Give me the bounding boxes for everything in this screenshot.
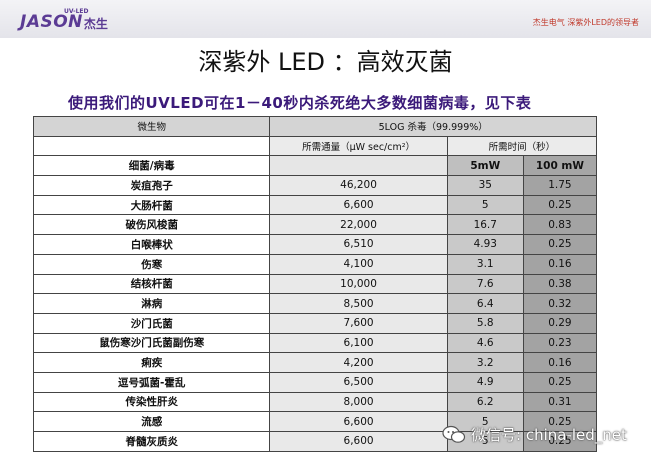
watermark-text: 微信号: china-led_net	[471, 426, 627, 444]
table-row: 鼠伤寒沙门氏菌副伤寒 6,100 4.6 0.23	[32, 332, 598, 354]
page-subtitle: 使用我们的UVLED可在1－40秒内杀死绝大多数细菌病毒，见下表	[68, 94, 532, 112]
time-5mw: 35	[446, 175, 524, 196]
time-5mw: 16.7	[446, 214, 524, 236]
header-kill: 5LOG 杀毒（99.999%）	[269, 116, 597, 137]
time-5mw: 3.1	[446, 253, 524, 275]
table-row: 传染性肝炎 8,000 6.2 0.31	[32, 391, 598, 413]
wechat-icon	[442, 425, 466, 445]
table-subheader-row: 所需通量（μW sec/cm²） 所需时间（秒）	[32, 135, 598, 157]
time-100mw: 0.38	[522, 273, 598, 295]
time-100mw: 0.16	[522, 352, 598, 373]
time-100mw: 0.25	[522, 431, 598, 452]
microbe-name: 大肠杆菌	[32, 194, 271, 216]
label-5mw: 5mW	[446, 155, 524, 177]
microbe-name: 传染性肝炎	[32, 391, 271, 413]
time-5mw: 4.93	[446, 234, 524, 255]
table-row: 逗号弧菌-霍乱 6,500 4.9 0.25	[32, 371, 598, 393]
header-dose: 所需通量（μW sec/cm²）	[269, 135, 448, 157]
table-row: 痢疾 4,200 3.2 0.16	[32, 352, 598, 373]
microbe-name: 逗号弧菌-霍乱	[32, 371, 271, 393]
table-row: 伤寒 4,100 3.1 0.16	[32, 253, 598, 275]
microbe-name: 破伤风梭菌	[32, 214, 271, 236]
time-5mw: 6.4	[446, 293, 524, 314]
label-bacteria-virus: 细菌/病毒	[32, 155, 271, 177]
table-row: 淋病 8,500 6.4 0.32	[32, 293, 598, 314]
time-100mw: 0.31	[522, 391, 598, 413]
time-5mw: 6.2	[446, 391, 524, 413]
header-band	[0, 0, 651, 38]
wechat-watermark: 微信号: china-led_net	[442, 424, 627, 445]
time-100mw: 0.25	[522, 194, 598, 216]
dose-value: 6,510	[269, 234, 448, 255]
dose-value: 4,100	[269, 253, 448, 275]
logo-suffix: 杰生	[83, 17, 108, 31]
dose-value: 22,000	[269, 214, 448, 236]
dose-value: 6,600	[269, 411, 448, 432]
tagline: 杰生电气 深紫外LED的领导者	[532, 18, 639, 27]
header-time: 所需时间（秒）	[446, 135, 598, 157]
table-row: 炭疽孢子 46,200 35 1.75	[32, 175, 598, 196]
time-100mw: 0.25	[522, 411, 598, 432]
dose-value: 7,600	[269, 312, 448, 334]
header-blank	[32, 135, 271, 157]
microbe-name: 沙门氏菌	[32, 312, 271, 334]
time-100mw: 0.83	[522, 214, 598, 236]
table-row: 脊髓灰质炎 6,600 5 0.25	[32, 431, 598, 452]
table-row: 结核杆菌 10,000 7.6 0.38	[32, 273, 598, 295]
table-row: 白喉棒状 6,510 4.93 0.25	[32, 234, 598, 255]
table-label-row: 细菌/病毒 5mW 100 mW	[32, 155, 598, 177]
microbe-name: 淋病	[32, 293, 271, 314]
time-100mw: 0.25	[522, 234, 598, 255]
label-blank	[269, 155, 448, 177]
dose-value: 6,600	[269, 194, 448, 216]
microbe-name: 炭疽孢子	[32, 175, 271, 196]
dose-value: 10,000	[269, 273, 448, 295]
time-100mw: 1.75	[522, 175, 598, 196]
time-100mw: 0.25	[522, 371, 598, 393]
microbe-name: 脊髓灰质炎	[32, 431, 271, 452]
table-header-row: 微生物 5LOG 杀毒（99.999%）	[32, 116, 597, 137]
sterilization-table: 微生物 5LOG 杀毒（99.999%） 所需通量（μW sec/cm²） 所需…	[32, 116, 598, 452]
logo-text: JASON	[20, 12, 83, 32]
time-5mw: 3.2	[446, 352, 524, 373]
microbe-name: 流感	[32, 411, 271, 432]
time-5mw: 7.6	[446, 273, 524, 295]
dose-value: 6,500	[269, 371, 448, 393]
time-100mw: 0.23	[522, 332, 598, 354]
dose-value: 8,000	[269, 391, 448, 413]
table-row: 沙门氏菌 7,600 5.8 0.29	[32, 312, 598, 334]
time-100mw: 0.29	[522, 312, 598, 334]
table-row: 大肠杆菌 6,600 5 0.25	[32, 194, 598, 216]
dose-value: 6,100	[269, 332, 448, 354]
table-row: 破伤风梭菌 22,000 16.7 0.83	[32, 214, 598, 236]
microbe-name: 痢疾	[32, 352, 271, 373]
microbe-name: 鼠伤寒沙门氏菌副伤寒	[32, 332, 271, 354]
time-100mw: 0.32	[522, 293, 598, 314]
microbe-name: 结核杆菌	[32, 273, 271, 295]
label-100mw: 100 mW	[522, 155, 598, 177]
dose-value: 6,600	[269, 431, 448, 452]
dose-value: 46,200	[269, 175, 448, 196]
page-title: 深紫外 LED ：高效灭菌	[198, 48, 453, 76]
table-row: 流感 6,600 5 0.25	[32, 411, 598, 432]
time-5mw: 5	[446, 431, 524, 452]
logo: JASON 杰生	[20, 12, 108, 32]
dose-value: 8,500	[269, 293, 448, 314]
header-microbe: 微生物	[32, 116, 271, 137]
microbe-name: 白喉棒状	[32, 234, 271, 255]
time-5mw: 5.8	[446, 312, 524, 334]
time-5mw: 4.9	[446, 371, 524, 393]
time-100mw: 0.16	[522, 253, 598, 275]
dose-value: 4,200	[269, 352, 448, 373]
time-5mw: 4.6	[446, 332, 524, 354]
microbe-name: 伤寒	[32, 253, 271, 275]
time-5mw: 5	[446, 194, 524, 216]
logo-tag: UV-LED	[64, 8, 89, 15]
